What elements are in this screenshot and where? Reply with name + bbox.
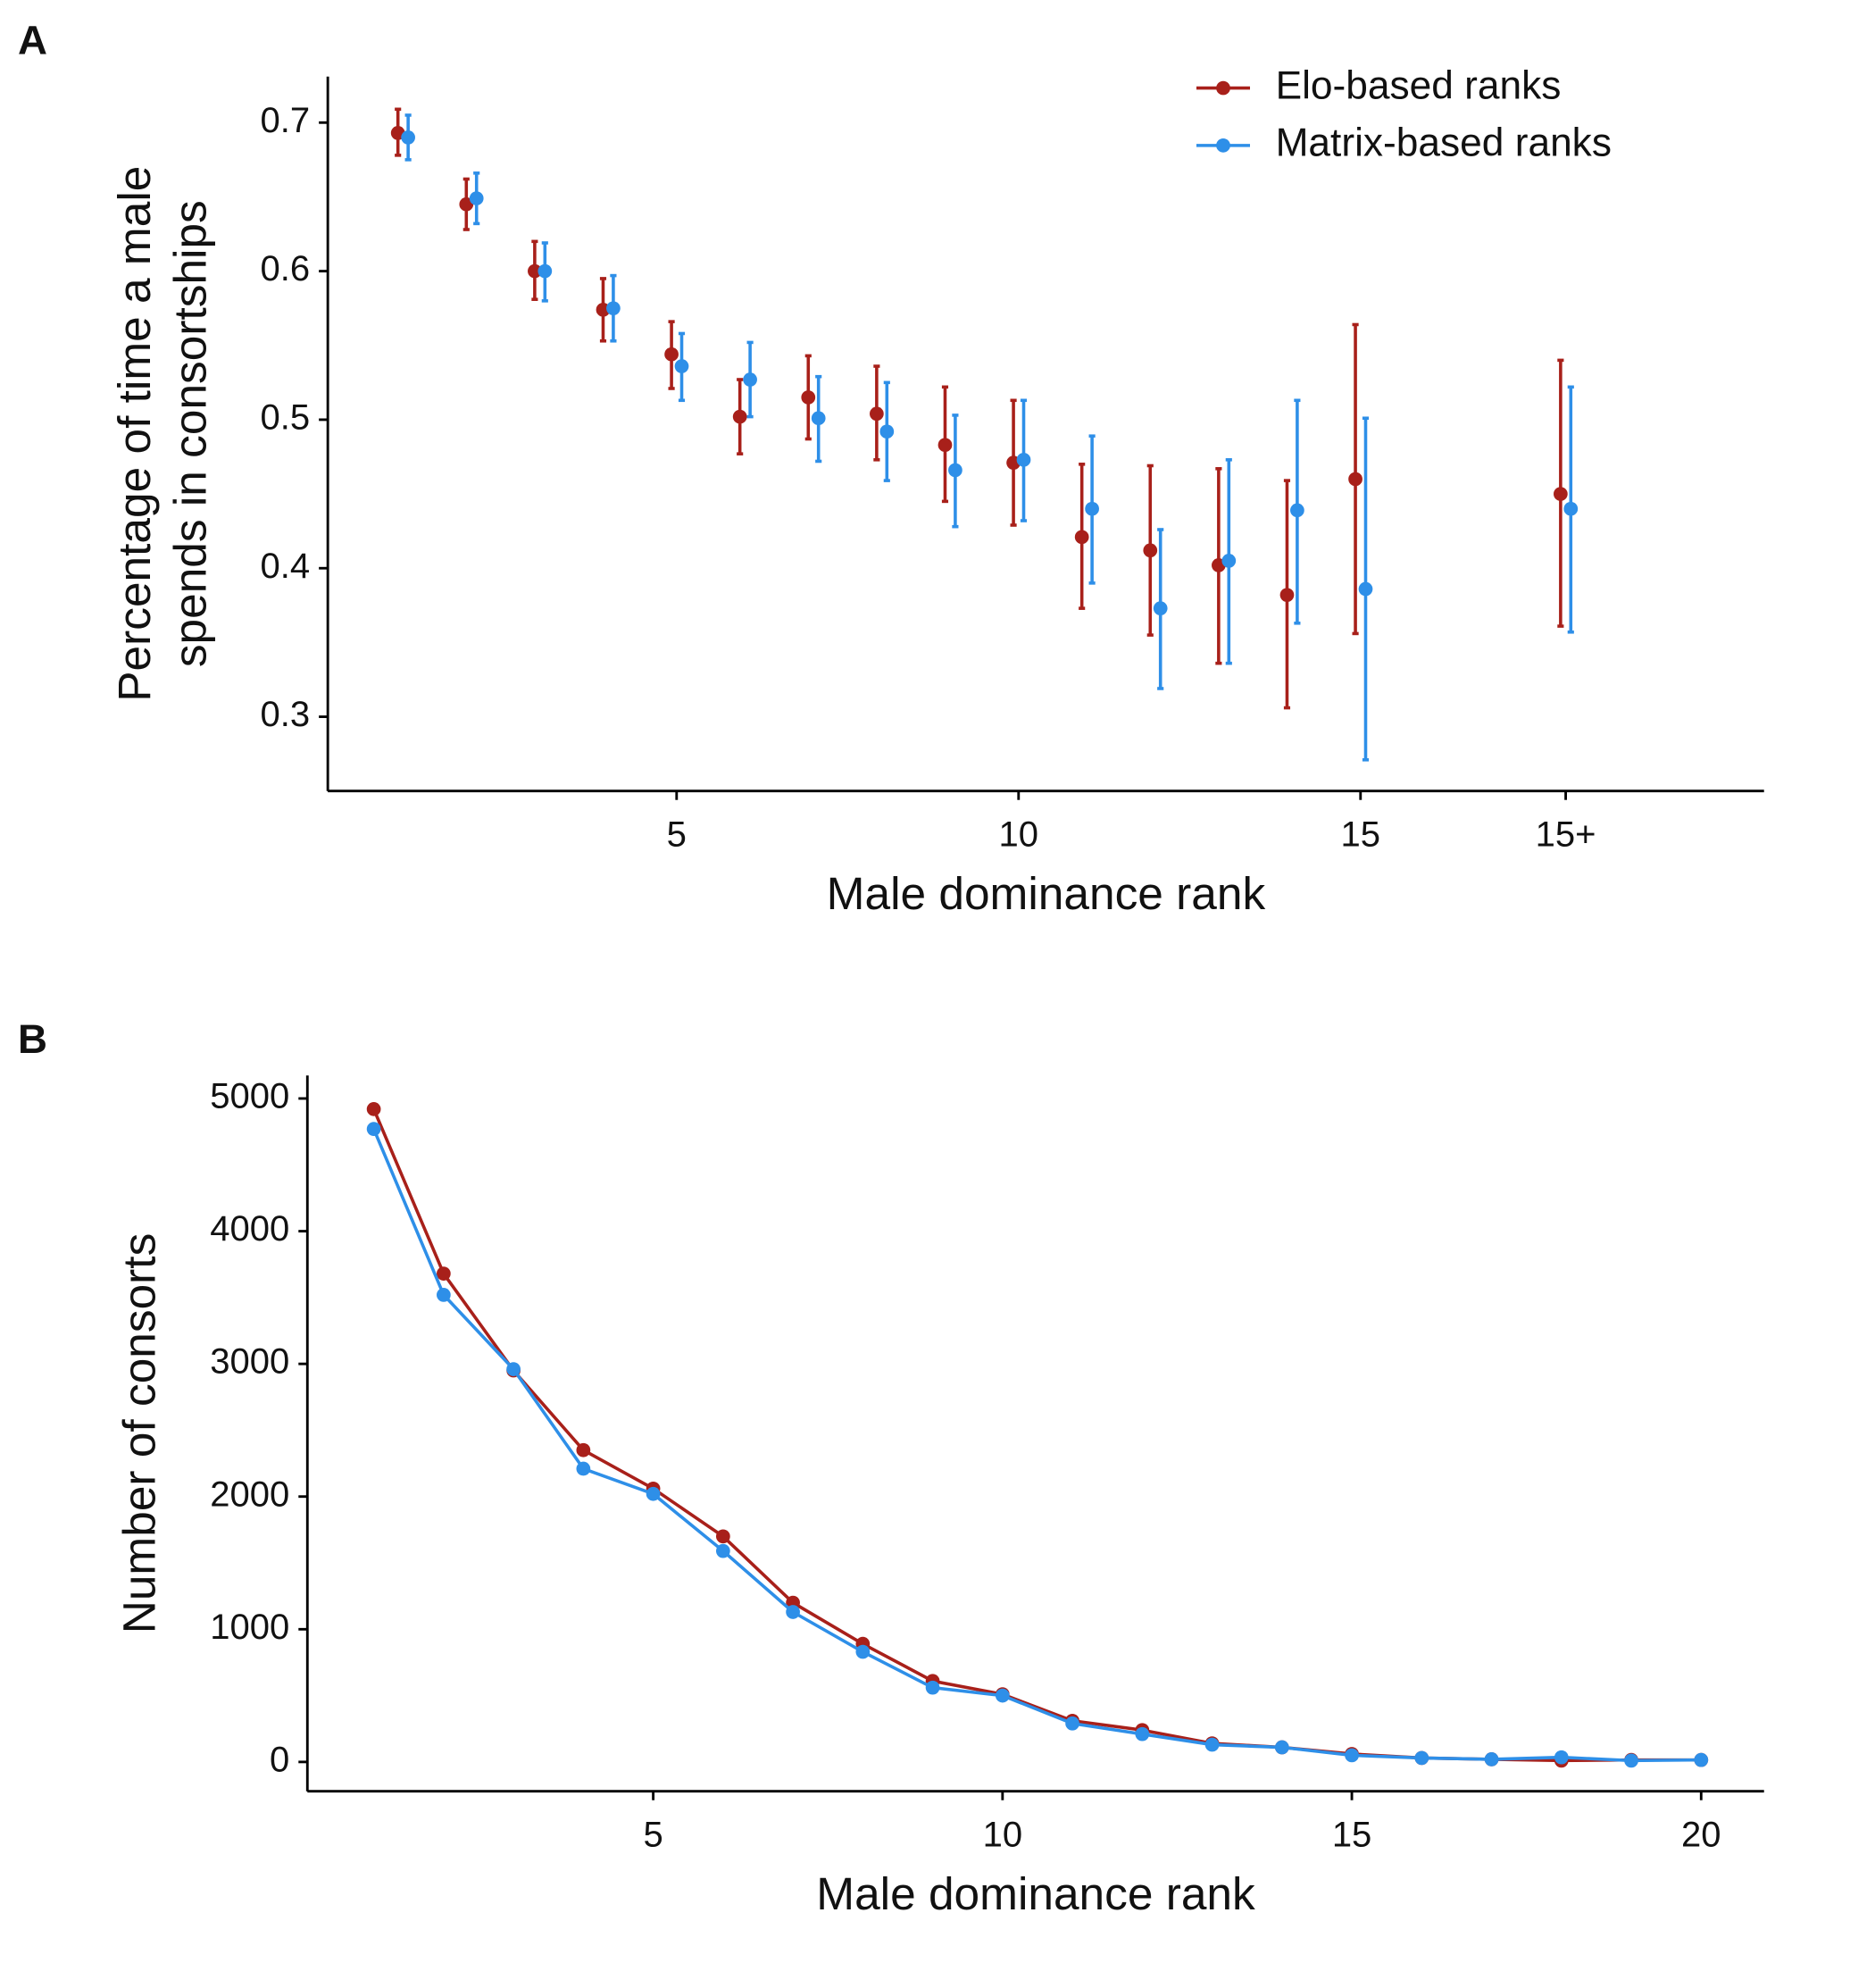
point — [1554, 487, 1568, 501]
legend-swatch — [1216, 80, 1230, 96]
point — [1135, 1726, 1150, 1742]
point — [528, 263, 542, 279]
panel-label: A — [18, 18, 47, 63]
point — [743, 372, 757, 387]
point — [732, 409, 747, 424]
point — [1085, 501, 1099, 516]
point — [1016, 452, 1031, 467]
y-axis-title: Percentage of time a male — [108, 166, 160, 702]
y-tick-label: 0.3 — [261, 695, 311, 734]
point — [1563, 501, 1579, 516]
point — [366, 1102, 381, 1116]
point — [870, 406, 884, 422]
line — [371, 1108, 1702, 1763]
point — [469, 191, 484, 205]
point — [1065, 1716, 1079, 1731]
x-tick-label: 5 — [667, 815, 687, 855]
x-axis-title: Male dominance rank — [827, 867, 1266, 919]
x-tick-label: 20 — [1681, 1816, 1721, 1855]
point — [811, 411, 826, 426]
point — [459, 196, 474, 212]
point — [1274, 1740, 1289, 1755]
point — [801, 390, 816, 405]
point — [786, 1605, 800, 1619]
legend-swatch — [1216, 138, 1230, 153]
legend-label: Matrix-based ranks — [1276, 121, 1612, 165]
y-tick-label: 4000 — [210, 1209, 289, 1249]
y-tick-label: 0 — [270, 1740, 289, 1779]
point — [1143, 543, 1158, 558]
point — [1624, 1753, 1638, 1768]
point — [576, 1461, 591, 1476]
point — [401, 130, 415, 145]
point — [1484, 1752, 1499, 1767]
point — [1414, 1750, 1429, 1766]
panel-label: B — [18, 1016, 47, 1062]
y-tick-label: 1000 — [210, 1608, 289, 1647]
x-tick-label: 15+ — [1536, 815, 1596, 855]
point — [1204, 1737, 1220, 1752]
point — [437, 1288, 451, 1302]
x-tick-label: 10 — [983, 1816, 1023, 1855]
point — [1290, 503, 1304, 518]
point — [1358, 581, 1373, 597]
point — [1348, 472, 1362, 487]
x-tick-label: 15 — [1341, 815, 1381, 855]
point — [715, 1543, 730, 1558]
y-tick-label: 5000 — [210, 1077, 289, 1116]
x-axis-title: Male dominance rank — [816, 1867, 1255, 1919]
point — [646, 1486, 661, 1501]
x-tick-label: 10 — [999, 815, 1039, 855]
point — [538, 263, 553, 279]
point — [1074, 530, 1089, 545]
y-tick-label: 0.7 — [261, 101, 311, 140]
point — [674, 359, 689, 373]
y-tick-label: 0.6 — [261, 249, 311, 288]
point — [437, 1266, 451, 1281]
line — [371, 1128, 1702, 1763]
point — [1221, 554, 1237, 568]
x-tick-label: 5 — [643, 1816, 662, 1855]
y-tick-label: 3000 — [210, 1342, 289, 1382]
point — [664, 347, 679, 362]
point — [1279, 588, 1295, 603]
point — [1345, 1748, 1359, 1763]
point — [925, 1680, 940, 1695]
point — [576, 1442, 591, 1458]
point — [995, 1688, 1010, 1703]
point — [938, 438, 953, 453]
y-axis-title: Number of consorts — [113, 1233, 165, 1634]
y-axis-title: spends in consortships — [164, 200, 216, 667]
point — [715, 1529, 730, 1544]
point — [1554, 1750, 1569, 1765]
y-tick-label: 0.4 — [261, 547, 311, 586]
point — [1153, 601, 1168, 615]
point — [506, 1362, 521, 1376]
point — [1694, 1752, 1709, 1767]
point — [606, 301, 621, 316]
y-tick-label: 2000 — [210, 1474, 289, 1514]
legend-label: Elo-based ranks — [1276, 63, 1562, 107]
point — [855, 1644, 871, 1659]
y-tick-label: 0.5 — [261, 397, 311, 437]
point — [366, 1122, 381, 1137]
x-tick-label: 15 — [1332, 1816, 1372, 1855]
point — [879, 424, 895, 439]
point — [948, 463, 962, 478]
